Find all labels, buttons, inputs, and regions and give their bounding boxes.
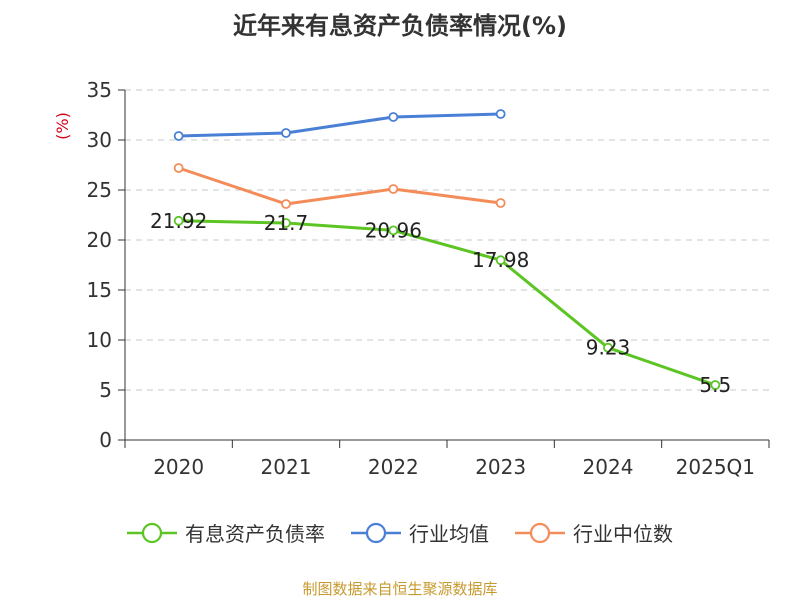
series-lines (173, 109, 721, 390)
legend-swatch-icon (515, 522, 565, 543)
legend-label: 行业中位数 (573, 522, 673, 546)
chart-title: 近年来有息资产负债率情况(%) (233, 12, 567, 40)
data-point (173, 163, 184, 173)
data-label: 9.23 (586, 336, 631, 360)
data-point (281, 199, 291, 209)
legend-swatch-marker (365, 522, 387, 543)
data-label: 21.7 (264, 211, 309, 235)
data-label: 21.92 (150, 209, 207, 233)
data-labels: 21.92 21.7 20.96 17.98 9.23 5.5 (150, 209, 731, 397)
x-tick-label: 2021 (261, 455, 312, 479)
legend-swatch-icon (127, 522, 177, 543)
legend-label: 行业均值 (409, 522, 489, 546)
legend-label: 有息资产负债率 (185, 522, 325, 546)
series-line (178, 219, 716, 387)
y-tick-label: 25 (87, 178, 112, 202)
legend-swatch-icon (351, 522, 401, 543)
series-line (178, 112, 501, 138)
data-label: 20.96 (365, 218, 422, 242)
y-tick-label: 15 (87, 278, 112, 302)
data-point (603, 342, 613, 353)
legend-item[interactable]: 行业均值 (351, 518, 489, 547)
data-point (495, 198, 506, 208)
y-tick-label: 0 (99, 428, 112, 452)
data-label: 5.5 (699, 373, 731, 397)
y-axis-title: (%) (53, 112, 72, 140)
legend-swatch-marker (141, 522, 163, 543)
y-tick-label: 10 (87, 328, 112, 352)
data-point (495, 255, 506, 266)
legend-item[interactable]: 有息资产负债率 (127, 518, 325, 547)
y-tick-label: 35 (87, 78, 112, 102)
legend: 有息资产负债率 行业均值 行业中位数 (0, 518, 800, 547)
data-point (495, 109, 506, 119)
y-tick-label: 30 (87, 128, 112, 152)
data-point (173, 215, 184, 226)
data-point (710, 380, 721, 390)
x-tick-label: 2023 (475, 455, 526, 479)
x-tick-label: 2024 (583, 455, 634, 479)
data-label: 17.98 (472, 248, 529, 272)
grid-lines (125, 89, 769, 391)
series-line (178, 166, 501, 206)
legend-item[interactable]: 行业中位数 (515, 518, 673, 547)
legend-swatch-marker (529, 522, 551, 543)
x-tick-label: 2022 (368, 455, 419, 479)
y-tick-label: 20 (87, 228, 112, 252)
data-point (281, 128, 291, 138)
axes: 0 5 10 15 20 25 30 35 2020 2021 2022 2023 2024 2025Q1 (87, 78, 770, 479)
data-point (281, 218, 291, 228)
data-point (388, 184, 399, 194)
data-point (388, 112, 399, 122)
x-tick-label: 2020 (153, 455, 204, 479)
source-note: 制图数据来自恒生聚源数据库 (302, 580, 498, 598)
x-tick-label: 2025Q1 (676, 455, 755, 479)
y-tick-label: 5 (99, 378, 112, 402)
data-point (388, 225, 399, 236)
data-point (173, 131, 184, 141)
